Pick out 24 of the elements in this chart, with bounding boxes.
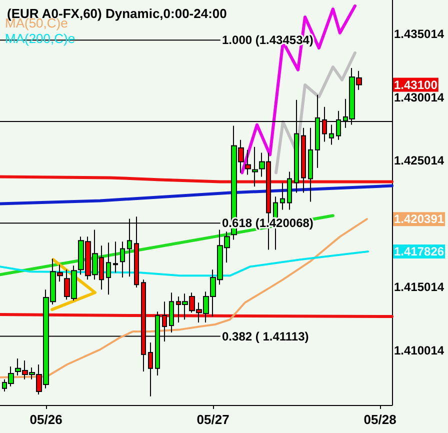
- annotation: 1.417826: [394, 244, 444, 258]
- annotation: 1.420391: [394, 212, 444, 226]
- y-tick-label: 1.415014: [394, 280, 444, 294]
- candlestick: [245, 149, 251, 176]
- candlestick: [287, 171, 292, 210]
- y-tick-label: 1.435014: [394, 26, 444, 41]
- candlestick: [329, 124, 334, 146]
- candlestick: [308, 127, 313, 202]
- y-tick-label: 1.425014: [394, 154, 444, 168]
- candlestick: [148, 342, 153, 397]
- candlestick: [120, 241, 125, 278]
- candlestick: [113, 241, 118, 274]
- x-tick-label: 05/27: [196, 412, 230, 427]
- candlestick: [280, 182, 285, 210]
- candlestick: [169, 292, 174, 333]
- annotation: 1.43100: [394, 78, 438, 92]
- candlestick: [252, 146, 258, 188]
- candlestick: [301, 127, 306, 194]
- y-tick-label: 1.410014: [394, 343, 444, 358]
- x-tick-label: 05/28: [364, 412, 396, 427]
- y-tick-label: 1.430014: [394, 90, 444, 104]
- annotation: 0.382 ( 1.41113): [222, 329, 309, 344]
- x-tick-label: 05/26: [30, 412, 62, 427]
- candlestick: [106, 242, 111, 296]
